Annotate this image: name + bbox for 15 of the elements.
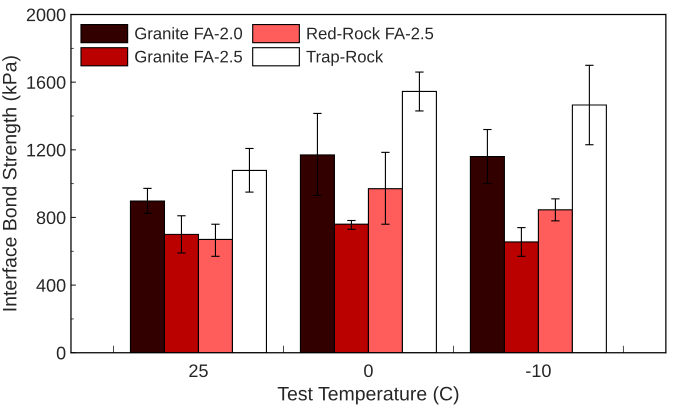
legend-label: Granite FA-2.0 [135, 27, 242, 40]
y-tick-label: 1600 [27, 76, 66, 89]
y-tick-label: 400 [36, 279, 66, 292]
legend-label: Red-Rock FA-2.5 [307, 27, 434, 40]
legend-label: Granite FA-2.5 [135, 50, 242, 63]
x-tick-label: 0 [364, 364, 373, 378]
x-axis-title: Test Temperature (C) [278, 386, 458, 404]
y-tick-label: 0 [56, 346, 66, 360]
x-tick-label: 25 [189, 364, 208, 378]
y-tick-label: 800 [36, 211, 66, 224]
x-tick-label: -10 [526, 364, 551, 378]
legend-label: Trap-Rock [306, 50, 384, 66]
y-tick-label: 1200 [27, 144, 66, 157]
y-tick-label: 2000 [26, 8, 66, 22]
y-axis-title: Interface Bond Strength (kPa) [2, 56, 20, 310]
